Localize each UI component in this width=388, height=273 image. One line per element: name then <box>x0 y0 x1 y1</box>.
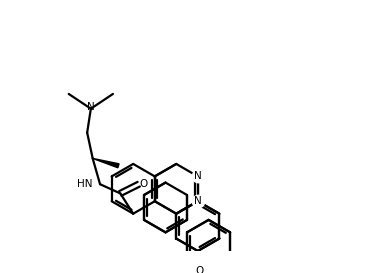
Text: N: N <box>87 102 95 112</box>
Text: N: N <box>194 196 202 206</box>
Text: HN: HN <box>77 179 93 189</box>
Polygon shape <box>93 158 119 168</box>
Text: O: O <box>139 179 147 189</box>
Text: O: O <box>196 266 204 273</box>
Text: N: N <box>194 171 202 181</box>
